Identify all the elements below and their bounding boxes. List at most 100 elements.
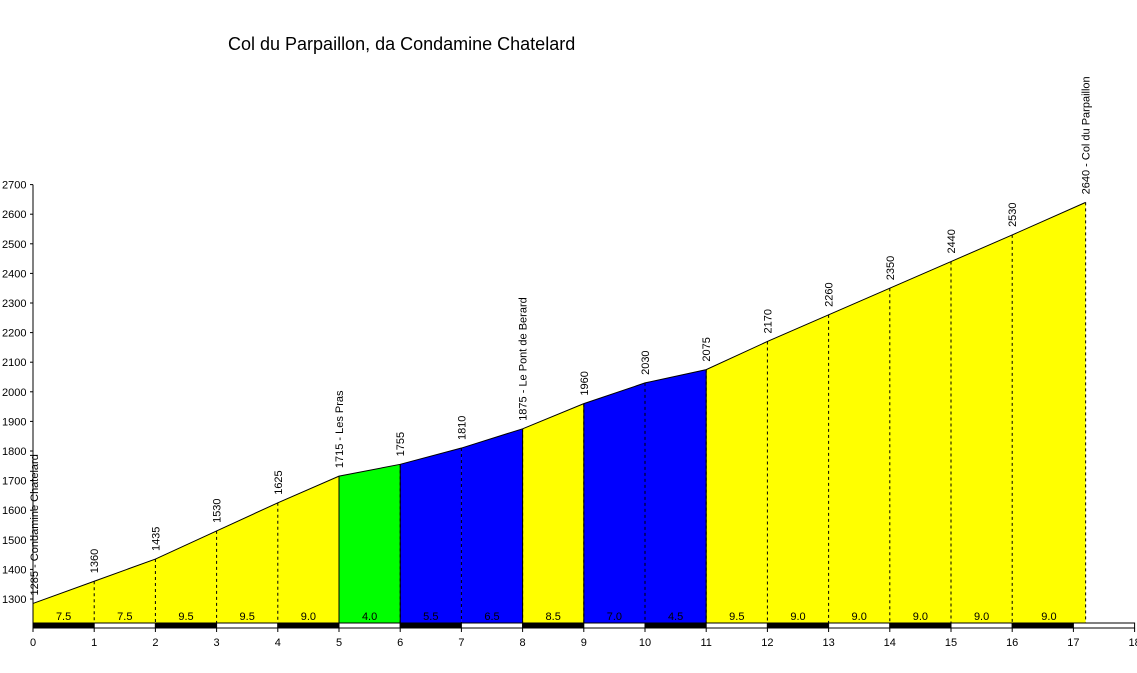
altitude-label: 2350 <box>885 256 897 280</box>
km-bar-block <box>277 622 340 629</box>
y-tick-label: 2100 <box>2 357 26 369</box>
x-tick-label: 2 <box>152 637 158 649</box>
y-tick-label: 1600 <box>2 505 26 517</box>
x-tick-label: 18 <box>1128 637 1137 649</box>
y-tick-label: 1400 <box>2 564 26 576</box>
x-tick-label: 13 <box>822 637 834 649</box>
segment-fill <box>400 448 462 623</box>
gradient-label: 9.0 <box>790 611 805 623</box>
altitude-label: 2075 <box>701 337 713 361</box>
segment-fill <box>94 559 156 623</box>
altitude-label: 1810 <box>456 416 468 440</box>
y-tick-label: 1300 <box>2 594 26 606</box>
altitude-label: 2440 <box>946 229 958 253</box>
segment-fill <box>522 403 584 623</box>
km-bar-block <box>216 622 279 629</box>
km-bar-block <box>32 622 95 629</box>
x-tick-label: 12 <box>761 637 773 649</box>
km-bar-block <box>93 622 156 629</box>
segment-fill <box>277 476 339 623</box>
gradient-labels: 7.5 7.5 9.5 9.5 9.0 4.0 5.5 6.5 8.5 7.0 4.5 9.5 9.0 9… <box>56 611 1057 623</box>
km-bar-block <box>338 622 401 629</box>
x-tick-label: 11 <box>700 637 711 649</box>
km-bar-block <box>522 622 585 629</box>
gradient-label: 9.5 <box>178 611 193 623</box>
segment-fill <box>155 530 217 623</box>
gradient-label: 7.5 <box>117 611 132 623</box>
x-tick-label: 0 <box>30 637 36 649</box>
altitude-label: 1435 <box>150 527 162 551</box>
km-bar-block <box>460 622 524 629</box>
km-bar-block <box>766 622 830 629</box>
km-bar-block <box>154 622 218 629</box>
altitude-label: 1960 <box>579 371 591 395</box>
segment-fill <box>767 314 829 623</box>
x-tick-label: 3 <box>214 637 220 649</box>
gradient-label: 9.0 <box>852 611 867 623</box>
y-tick-label: 2500 <box>2 239 26 251</box>
gradient-label: 4.0 <box>362 611 377 623</box>
x-tick-label: 17 <box>1067 637 1079 649</box>
altitude-label: 1285 - Condamine Chatelard <box>29 454 41 595</box>
gradient-label: 9.0 <box>974 611 989 623</box>
gradient-label: 5.5 <box>423 611 438 623</box>
profile-line <box>32 201 1086 604</box>
gradient-label: 9.0 <box>913 611 928 623</box>
y-tick-label: 2400 <box>2 268 26 280</box>
segment-fill <box>461 428 523 623</box>
x-tick-label: 9 <box>581 637 587 649</box>
altitude-label: 1755 <box>395 432 407 456</box>
altitude-labels: 1285 - Condamine Chatelard 1360 1435 1530 16… <box>29 76 1093 595</box>
segment-fill <box>339 464 401 623</box>
altitude-label: 2640 - Col du Parpaillon <box>1081 76 1093 194</box>
segment-fill <box>889 261 951 623</box>
segment-fill <box>583 382 645 623</box>
altitude-label: 1360 <box>89 549 101 573</box>
altitude-label: 1530 <box>212 498 224 522</box>
altitude-label: 2530 <box>1007 202 1019 226</box>
x-tick-label: 14 <box>884 637 896 649</box>
segment-fill <box>951 234 1013 624</box>
y-axis: 1300 1400 1500 1600 1700 1800 1900 2000 2100 2200… <box>2 180 34 623</box>
x-tick-label: 10 <box>639 637 651 649</box>
chart-title: Col du Parpaillon, da Condamine Chatelar… <box>228 34 576 54</box>
gradient-label: 9.0 <box>1041 611 1056 623</box>
altitude-label: 2030 <box>640 350 652 374</box>
altitude-label: 2260 <box>824 282 836 306</box>
gradient-label: 7.5 <box>56 611 71 623</box>
segment-fill <box>216 502 278 623</box>
y-tick-label: 2000 <box>2 387 26 399</box>
gradient-label: 9.0 <box>301 611 316 623</box>
km-bar-block <box>705 622 768 629</box>
x-tick-label: 8 <box>520 637 526 649</box>
x-axis: 0123456789101112131415161718 <box>30 628 1137 649</box>
km-bar-block <box>583 622 646 629</box>
y-tick-label: 1800 <box>2 446 26 458</box>
segment-fill <box>1012 202 1086 624</box>
km-bar-block <box>399 622 462 629</box>
gradient-label: 8.5 <box>546 611 561 623</box>
altitude-label: 1715 - Les Pras <box>334 390 346 468</box>
y-tick-label: 1500 <box>2 535 26 547</box>
segment-fill <box>645 369 707 623</box>
km-bar-block <box>644 622 707 629</box>
x-tick-label: 4 <box>275 637 281 649</box>
segment-fill <box>828 288 890 623</box>
km-scale-bar <box>32 622 1136 629</box>
km-bar-block <box>828 622 891 629</box>
segment-fill <box>706 341 768 623</box>
gradient-label: 9.5 <box>240 611 255 623</box>
profile-fill-group <box>33 202 1086 624</box>
y-tick-label: 2200 <box>2 328 26 340</box>
km-bar-block <box>950 622 1013 629</box>
altitude-label: 1875 - Le Pont de Berard <box>518 297 530 421</box>
km-drop-lines <box>93 202 1087 623</box>
y-tick-label: 2700 <box>2 180 26 192</box>
x-tick-label: 6 <box>397 637 403 649</box>
x-tick-label: 1 <box>91 637 97 649</box>
x-tick-label: 7 <box>458 637 464 649</box>
y-tick-label: 2300 <box>2 298 26 310</box>
profile-outline-group <box>32 201 1086 604</box>
altitude-label: 1625 <box>273 470 285 494</box>
